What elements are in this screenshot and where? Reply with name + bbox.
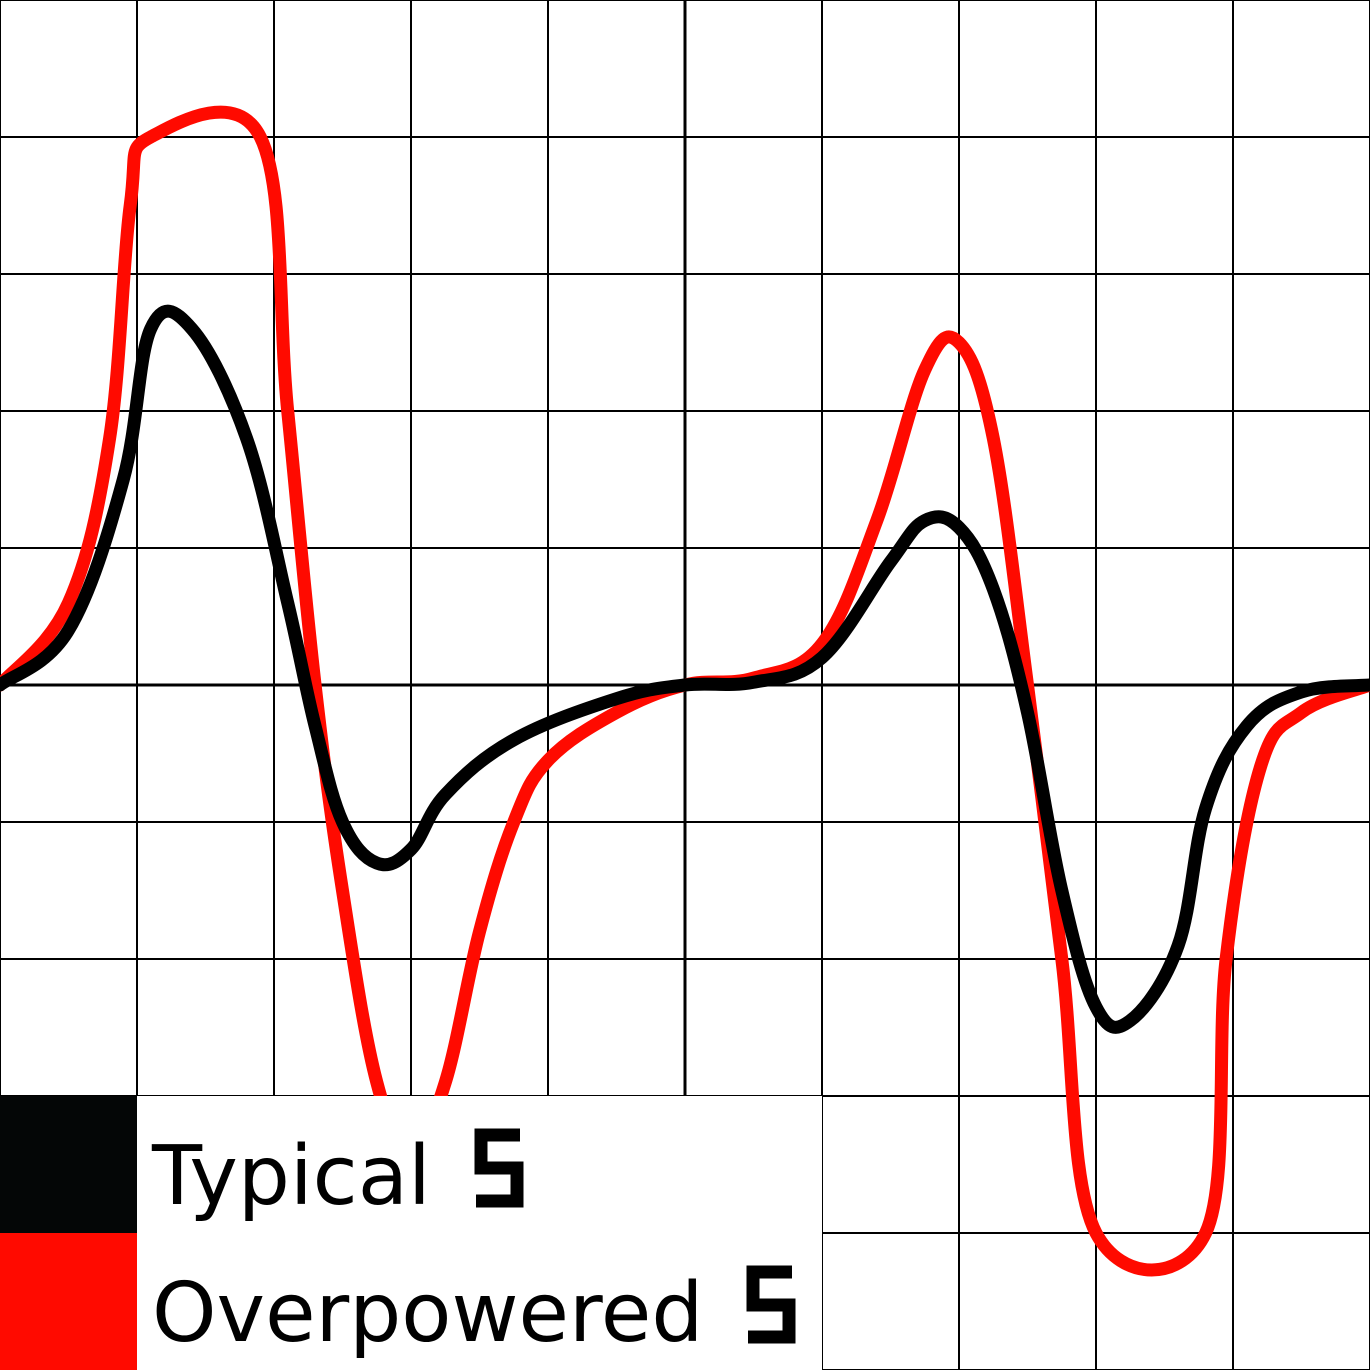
legend-digit-glyph-overpowered (746, 1265, 796, 1344)
legend-label-typical: Typical (151, 1129, 431, 1224)
legend-swatch-overpowered (0, 1233, 137, 1370)
series-layer (0, 105, 1370, 1277)
legend-label-overpowered: Overpowered (152, 1266, 703, 1361)
legend-swatch-typical (0, 1096, 137, 1233)
series-line-typical (0, 304, 1370, 1034)
legend-digit-glyph-typical (474, 1128, 524, 1208)
legend: Typical Overpowered (0, 1096, 822, 1370)
series-line-overpowered (0, 105, 1370, 1277)
